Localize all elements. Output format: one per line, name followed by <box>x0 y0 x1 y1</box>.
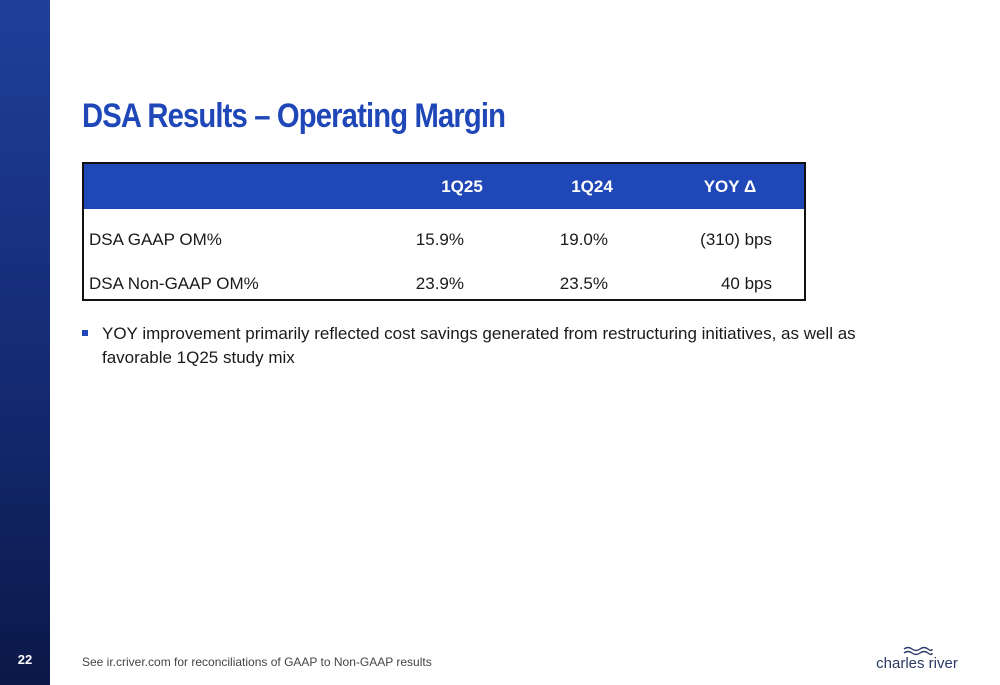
row-label: DSA Non-GAAP OM% <box>89 274 259 293</box>
slide-title: DSA Results – Operating Margin <box>82 97 506 135</box>
row-label: DSA GAAP OM% <box>89 230 222 249</box>
cell-1q24: 19.0% <box>559 230 608 249</box>
bullet-item: YOY improvement primarily reflected cost… <box>82 322 862 370</box>
column-header-yoy-change: YOY Δ <box>703 177 757 196</box>
bullet-square-icon <box>82 330 88 336</box>
column-header-1q25: 1Q25 <box>441 177 483 196</box>
column-header-1q24: 1Q24 <box>571 177 613 196</box>
page-number: 22 <box>17 652 33 667</box>
table-header: 1Q25 1Q24 YOY Δ <box>84 164 804 209</box>
cell-yoy-change: 40 bps <box>720 274 772 293</box>
table-row: DSA GAAP OM% 15.9% 19.0% (310) bps <box>84 230 804 260</box>
bullet-text: YOY improvement primarily reflected cost… <box>102 324 856 367</box>
footnote: See ir.criver.com for reconciliations of… <box>82 655 432 669</box>
logo-text: charles river <box>876 655 958 672</box>
logo-waves-icon <box>903 646 933 656</box>
side-bar <box>0 0 50 685</box>
cell-1q25: 15.9% <box>415 230 464 249</box>
cell-1q25: 23.9% <box>415 274 464 293</box>
cell-1q24: 23.5% <box>559 274 608 293</box>
operating-margin-table: 1Q25 1Q24 YOY Δ DSA GAAP OM% 15.9% 19.0%… <box>82 162 806 301</box>
table-row: DSA Non-GAAP OM% 23.9% 23.5% 40 bps <box>84 274 804 304</box>
cell-yoy-change: (310) bps <box>700 230 772 249</box>
charles-river-logo: charles river <box>872 646 962 674</box>
